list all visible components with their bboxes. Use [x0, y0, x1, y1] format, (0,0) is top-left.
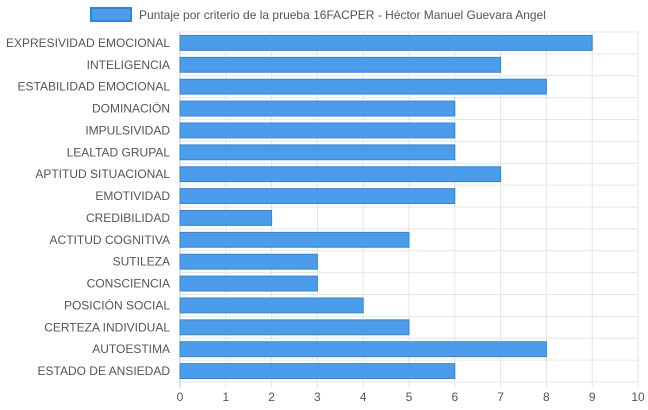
x-tick-label: 9: [589, 390, 596, 404]
category-label: LEALTAD GRUPAL: [67, 145, 171, 159]
category-label: CREDIBILIDAD: [86, 211, 170, 225]
category-label: CERTEZA INDIVIDUAL: [44, 320, 170, 334]
bar[interactable]: [179, 56, 502, 73]
bar[interactable]: [179, 188, 456, 204]
bar[interactable]: [179, 144, 456, 161]
legend-label: Puntaje por criterio de la prueba 16FACP…: [139, 8, 546, 22]
bar[interactable]: [179, 78, 547, 95]
x-tick-label: 4: [360, 390, 367, 404]
bar[interactable]: [179, 253, 318, 270]
bar[interactable]: [179, 319, 410, 336]
x-tick-label: 1: [222, 390, 229, 404]
bar[interactable]: [179, 166, 502, 183]
category-label: POSICIÓN SOCIAL: [64, 297, 170, 312]
bar[interactable]: [179, 297, 364, 314]
category-label: ESTADO DE ANSIEDAD: [38, 364, 171, 378]
x-tick-label: 5: [406, 390, 413, 404]
category-labels: EXPRESIVIDAD EMOCIONAL INTELIGENCIA ESTABI…: [6, 36, 170, 378]
bar[interactable]: [179, 231, 410, 248]
category-label: AUTOESTIMA: [92, 342, 170, 356]
bars: [179, 35, 593, 379]
x-tick-label: 7: [497, 390, 504, 404]
category-label: IMPULSIVIDAD: [85, 123, 170, 137]
x-tick-label: 2: [268, 390, 275, 404]
category-label: EXPRESIVIDAD EMOCIONAL: [6, 36, 170, 50]
x-tick-label: 0: [177, 390, 184, 404]
x-tick-label: 3: [314, 390, 321, 404]
bar[interactable]: [179, 35, 593, 51]
category-label: DOMINACIÓN: [92, 101, 170, 116]
bar[interactable]: [179, 210, 273, 226]
category-label: EMOTIVIDAD: [95, 189, 170, 203]
x-tick-label: 10: [631, 390, 645, 404]
category-label: SUTILEZA: [113, 255, 170, 269]
category-label: ESTABILIDAD EMOCIONAL: [18, 80, 171, 94]
category-label: CONSCIENCIA: [87, 277, 170, 291]
category-label: APTITUD SITUACIONAL: [35, 167, 170, 181]
legend-swatch: [90, 7, 132, 22]
bar[interactable]: [179, 100, 456, 117]
bar[interactable]: [179, 122, 456, 139]
bar[interactable]: [179, 275, 318, 292]
category-label: ACTITUD COGNITIVA: [50, 233, 170, 247]
category-label: INTELIGENCIA: [87, 58, 170, 72]
legend[interactable]: Puntaje por criterio de la prueba 16FACP…: [90, 7, 546, 22]
x-tick-label: 6: [451, 390, 458, 404]
x-tick-labels: 0 1 2 3 4 5 6 7 8 9 10: [177, 390, 645, 404]
x-tick-label: 8: [543, 390, 550, 404]
bar[interactable]: [179, 341, 547, 358]
bar[interactable]: [179, 363, 456, 379]
